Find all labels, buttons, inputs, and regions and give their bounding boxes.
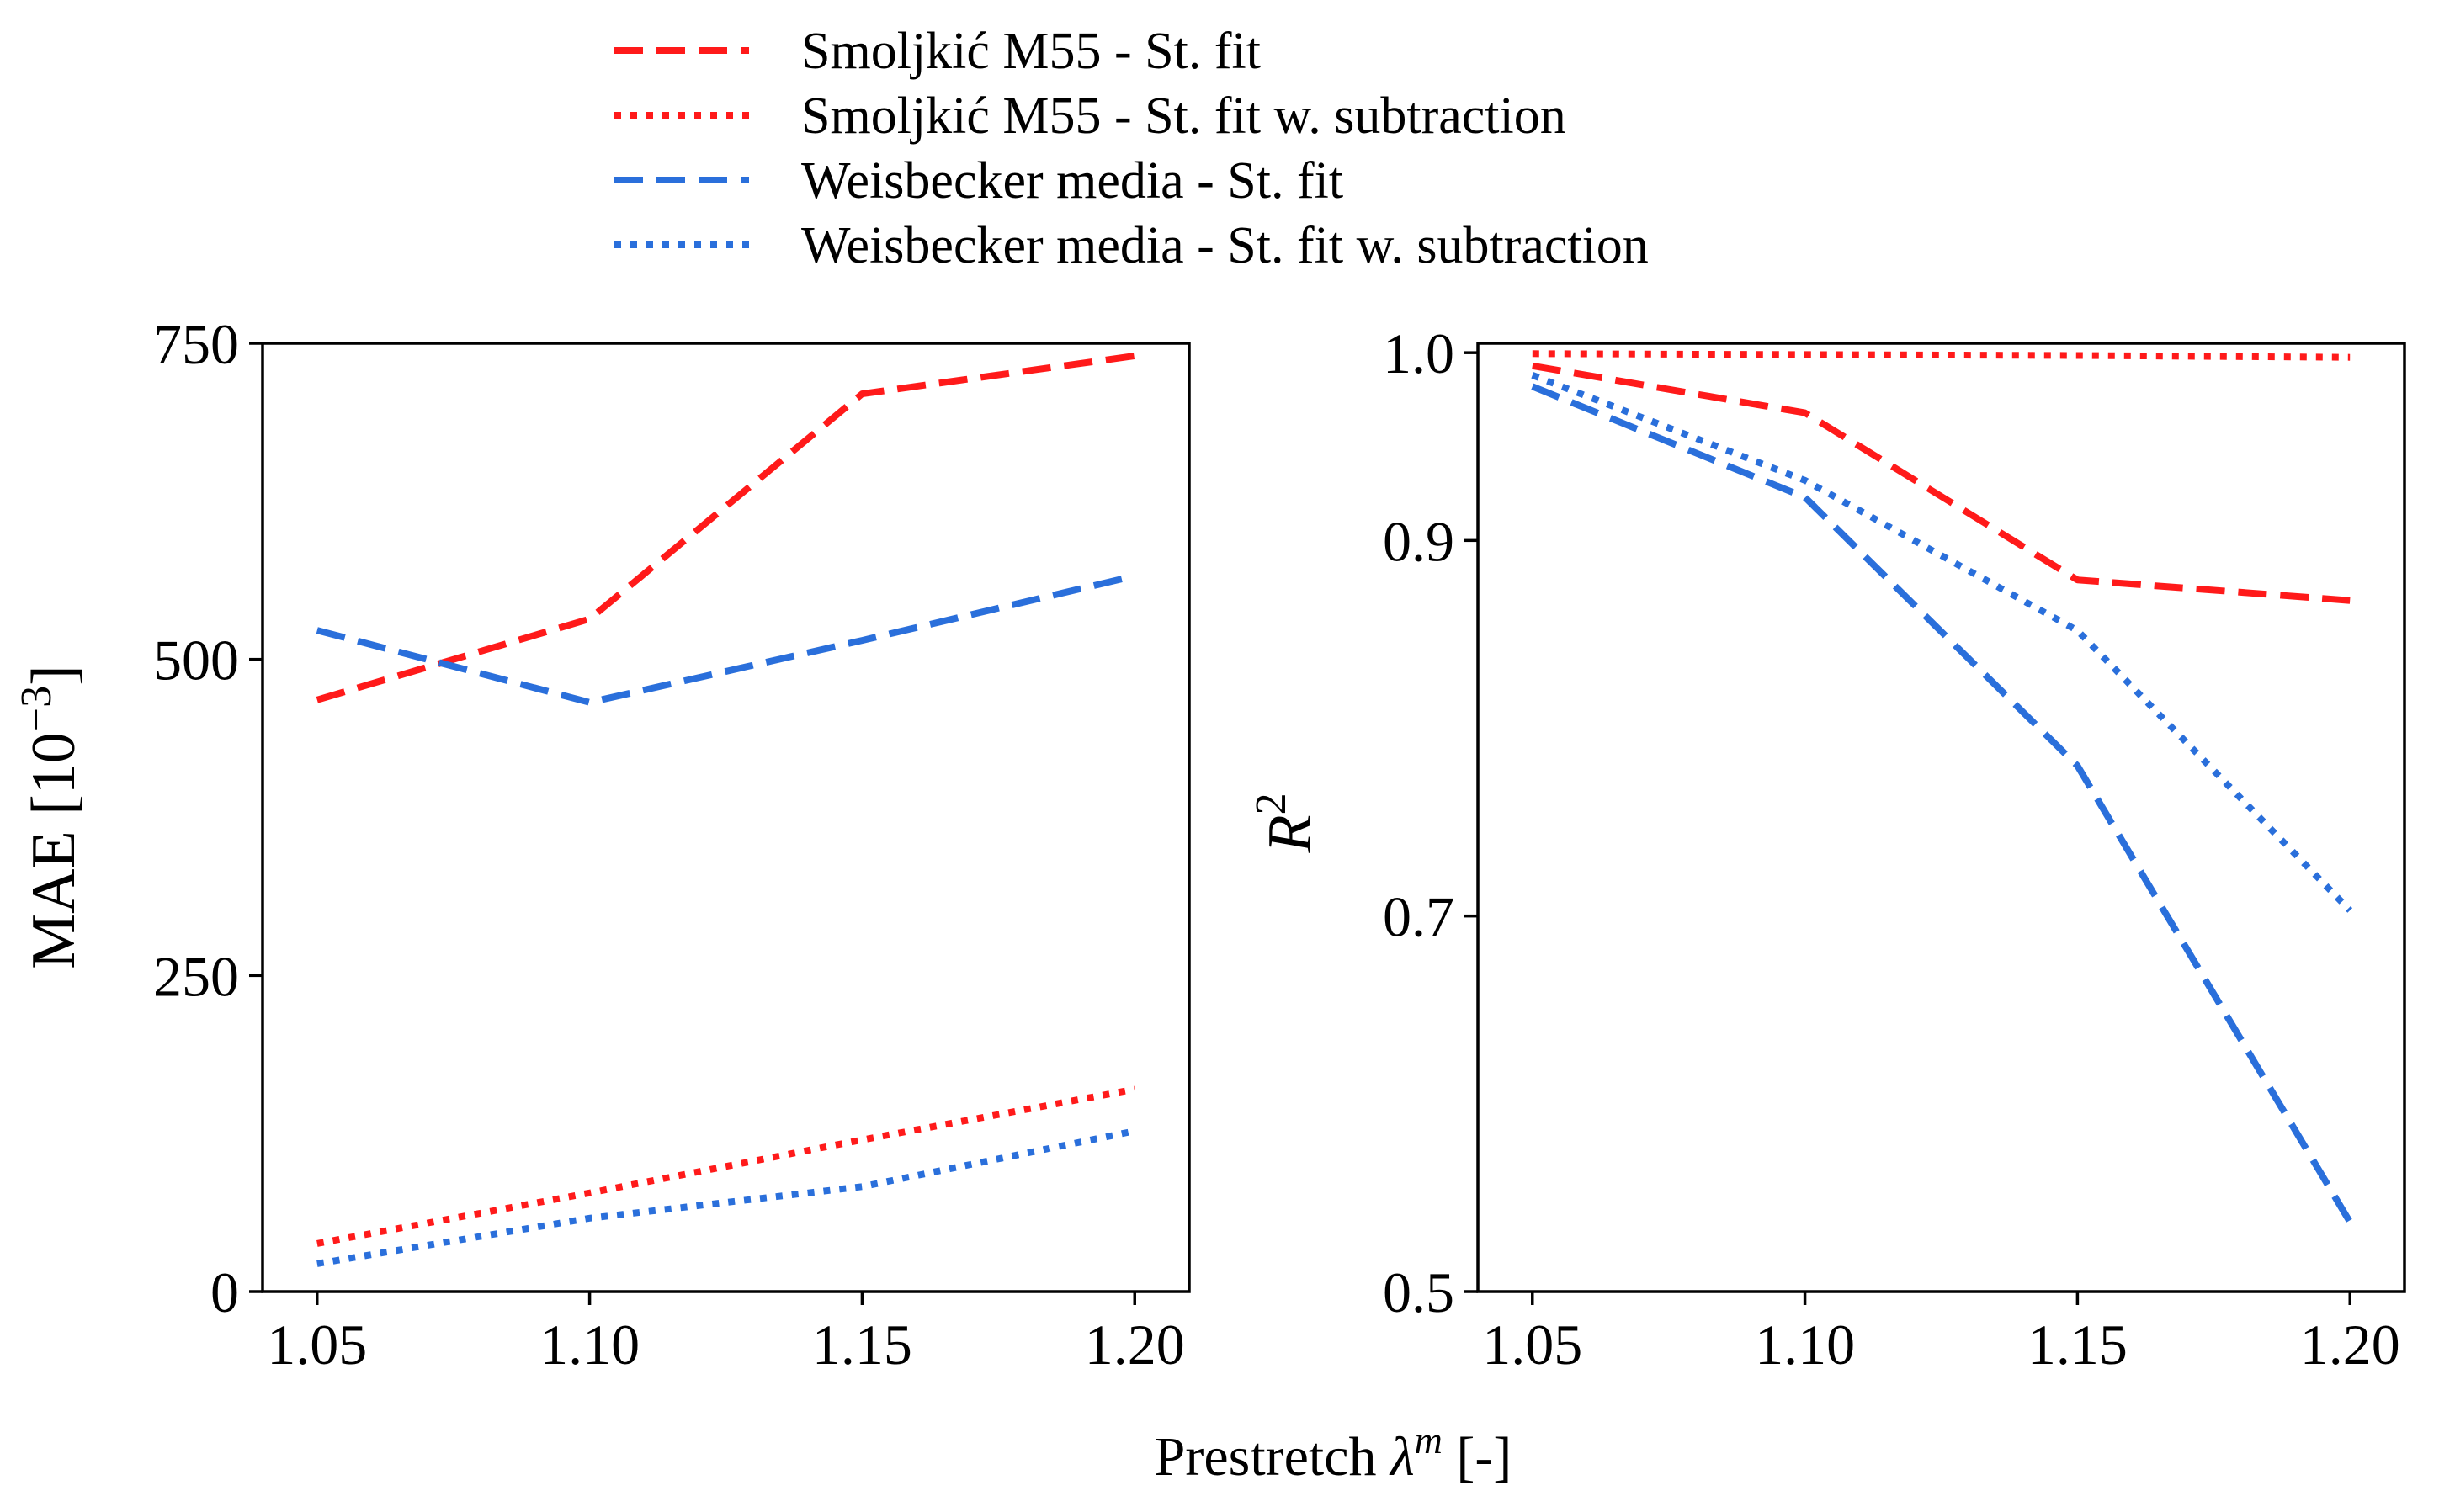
mae-axes-frame — [261, 342, 1191, 1293]
r2-panel: 1.05 1.10 1.15 1.20 0.5 0.7 0.9 1.0 R2 — [1247, 321, 2406, 1377]
mae-x-tick-label: 1.10 — [539, 1313, 640, 1377]
legend-entry: Smoljkić M55 - St. fit w. subtraction — [614, 88, 1566, 145]
mae-ticks-layer: 1.05 1.10 1.15 1.20 0 250 500 750 — [153, 312, 1185, 1377]
mae-y-axis-label: MAE [10−3] — [13, 665, 88, 969]
mae-y-tick-label: 250 — [153, 944, 239, 1008]
x-axis-label: Prestretch λm [-] — [1155, 1419, 1512, 1488]
mae-series-line-3 — [316, 1127, 1136, 1267]
mae-x-tick-label: 1.20 — [1085, 1313, 1185, 1377]
mae-x-tick-label: 1.05 — [267, 1313, 367, 1377]
legend-entry: Weisbecker media - St. fit — [614, 152, 1343, 210]
legend-label: Weisbecker media - St. fit w. subtractio… — [801, 217, 1649, 274]
r2-series-line-0 — [1532, 362, 2351, 604]
r2-y-tick-label: 0.5 — [1383, 1260, 1454, 1324]
r2-y-tick-label: 0.7 — [1383, 885, 1454, 949]
legend-label: Smoljkić M55 - St. fit — [801, 23, 1261, 80]
r2-y-tick-label: 0.9 — [1383, 509, 1454, 573]
r2-x-tick-label: 1.15 — [2027, 1313, 2128, 1377]
r2-y-tick-label: 1.0 — [1383, 321, 1454, 385]
legend-entry: Smoljkić M55 - St. fit — [614, 23, 1261, 80]
r2-series-line-3 — [1531, 372, 2353, 913]
mae-y-tick-label: 0 — [210, 1260, 239, 1324]
r2-series-line-2 — [1531, 383, 2353, 1224]
mae-y-tick-label: 500 — [153, 629, 239, 692]
r2-x-tick-label: 1.05 — [1482, 1313, 1582, 1377]
r2-series-layer — [1531, 350, 2353, 1224]
r2-x-tick-label: 1.20 — [2300, 1313, 2400, 1377]
r2-x-tick-label: 1.10 — [1755, 1313, 1855, 1377]
r2-y-axis-label: R2 — [1247, 793, 1325, 853]
mae-panel: 1.05 1.10 1.15 1.20 0 250 500 750 MAE [10−3] — [13, 312, 1191, 1377]
mae-series-line-0 — [316, 353, 1135, 703]
mae-y-tick-label: 750 — [153, 312, 239, 376]
mae-series-line-1 — [316, 1085, 1135, 1247]
mae-x-tick-label: 1.15 — [812, 1313, 912, 1377]
legend-label: Smoljkić M55 - St. fit w. subtraction — [801, 88, 1566, 145]
r2-ticks-layer: 1.05 1.10 1.15 1.20 0.5 0.7 0.9 1.0 — [1383, 321, 2400, 1377]
legend-label: Weisbecker media - St. fit — [801, 152, 1343, 210]
legend-entry: Weisbecker media - St. fit w. subtractio… — [614, 217, 1649, 274]
r2-axes-frame — [1476, 342, 2406, 1293]
mae-series-line-2 — [316, 572, 1136, 706]
mae-series-layer — [316, 353, 1136, 1267]
legend: Smoljkić M55 - St. fit Smoljkić M55 - St… — [614, 23, 1649, 274]
